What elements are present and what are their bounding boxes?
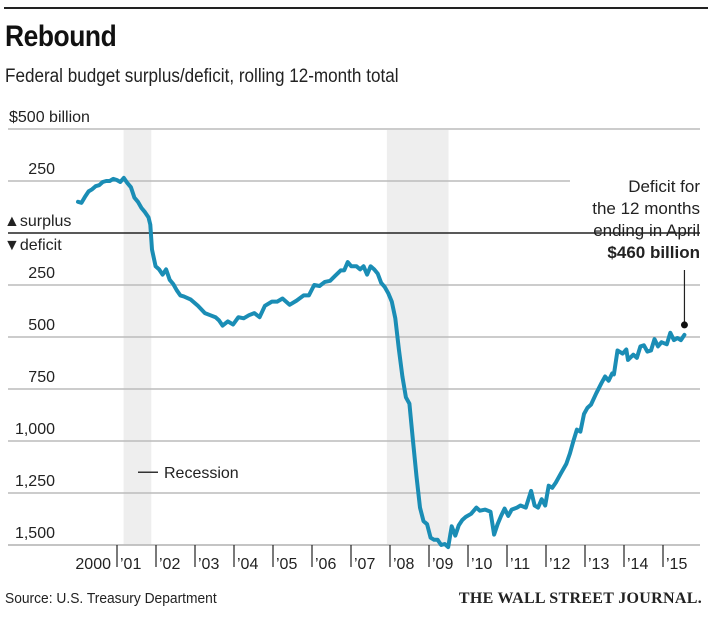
annotation: Deficit for the 12 months ending in Apri…: [592, 177, 700, 329]
x-tick-label: ’07: [354, 556, 375, 573]
top-rule: [4, 7, 708, 9]
x-axis: 2000 ’01 ’02 ’03 ’04 ’05 ’06 ’07 ’08 ’09 ’10 ’11 ’12…: [8, 544, 700, 573]
x-tick-label: ’14: [627, 556, 648, 573]
y-tick-label: $500 billion: [9, 109, 90, 126]
publisher-logo: THE WALL STREET JOURNAL.: [458, 590, 702, 607]
x-tick-label: ’10: [471, 556, 492, 573]
x-tick-label: ’11: [510, 556, 530, 573]
y-tick-label: 1,500: [15, 525, 55, 542]
x-tick-label: ’06: [315, 556, 336, 573]
annotation-line-1: Deficit for: [628, 177, 700, 196]
x-tick-label: ’09: [432, 556, 453, 573]
x-tick-label: ’05: [276, 556, 297, 573]
source-note: Source: U.S. Treasury Department: [5, 590, 217, 607]
x-tick-label: ’13: [588, 556, 609, 573]
y-tick-label: 1,000: [15, 421, 55, 438]
annotation-line-3: ending in April: [593, 221, 700, 240]
x-tick-label: 2000: [75, 556, 111, 573]
x-tick-label: ’03: [198, 556, 219, 573]
series-line: [76, 175, 687, 550]
x-tick-label: ’15: [666, 556, 687, 573]
zero-baseline: ▲surplus ▼deficit: [4, 213, 700, 254]
y-tick-label: 750: [28, 369, 55, 386]
annotation-line-2: the 12 months: [592, 199, 700, 218]
annotation-marker: [680, 321, 688, 329]
y-tick-label: 250: [28, 265, 55, 282]
x-tick-label: ’02: [159, 556, 180, 573]
y-tick-label: 500: [28, 317, 55, 334]
chart-title: Rebound: [5, 20, 117, 53]
x-tick-label: ’04: [237, 556, 258, 573]
chart-subtitle: Federal budget surplus/deficit, rolling …: [5, 66, 399, 87]
y-tick-label: 1,250: [15, 473, 55, 490]
x-tick-label: ’01: [120, 556, 141, 573]
deficit-label: ▼deficit: [4, 237, 62, 254]
y-axis-labels: $500 billion 250 250 500 750 1,000 1,250 1,500: [9, 109, 90, 542]
x-tick-label: ’08: [393, 556, 414, 573]
recession-legend-label: Recession: [164, 465, 239, 482]
x-tick-label: ’12: [549, 556, 570, 573]
y-tick-label: 250: [28, 161, 55, 178]
legend: Recession: [138, 465, 239, 482]
surplus-label: ▲surplus: [4, 213, 71, 230]
gridlines: [8, 128, 700, 546]
series-path: [76, 175, 687, 550]
annotation-value: $460 billion: [607, 243, 700, 262]
